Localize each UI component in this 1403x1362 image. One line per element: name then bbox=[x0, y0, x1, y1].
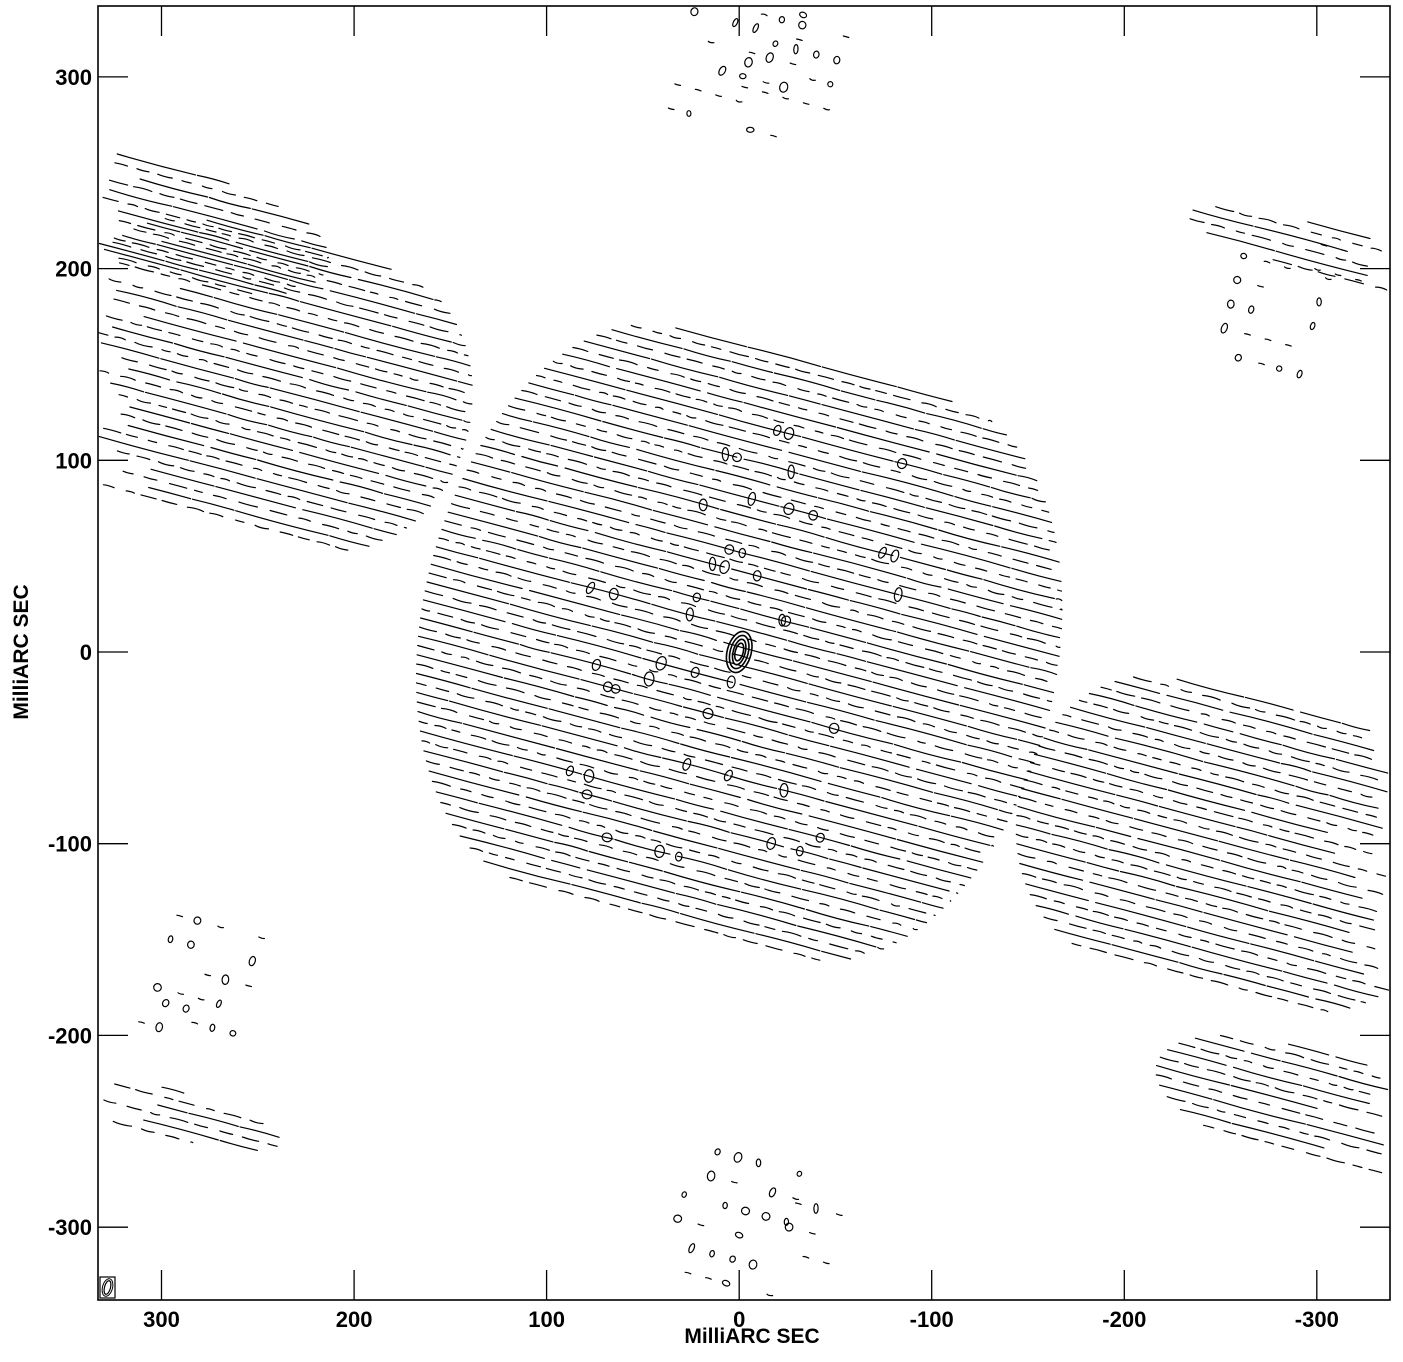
contour-segment bbox=[328, 257, 329, 258]
y-tick-label: 300 bbox=[55, 65, 92, 90]
x-axis-title: MilliARC SEC bbox=[684, 1325, 819, 1348]
y-tick-labels: 300 200 100 0 -100 -200 -300 bbox=[48, 65, 92, 1240]
y-tick-label: 200 bbox=[55, 257, 92, 282]
x-tick-label: -300 bbox=[1295, 1307, 1339, 1332]
x-tick-label: 100 bbox=[528, 1307, 565, 1332]
plot-background bbox=[98, 6, 1390, 1300]
contour-segment bbox=[461, 448, 463, 449]
x-tick-label: -200 bbox=[1102, 1307, 1146, 1332]
y-tick-label: -300 bbox=[48, 1215, 92, 1240]
contour-segment bbox=[191, 1142, 193, 1143]
contour-segment bbox=[404, 527, 406, 528]
x-tick-label: 300 bbox=[143, 1307, 180, 1332]
contour-segment bbox=[460, 335, 462, 336]
y-tick-label: -200 bbox=[48, 1023, 92, 1048]
y-tick-label: 100 bbox=[55, 448, 92, 473]
y-tick-label: -100 bbox=[48, 832, 92, 857]
x-tick-label: 200 bbox=[336, 1307, 373, 1332]
contour-segment bbox=[1014, 805, 1016, 806]
y-tick-label: 0 bbox=[80, 640, 92, 665]
x-tick-label: -100 bbox=[910, 1307, 954, 1332]
y-axis-title: MilliARC SEC bbox=[10, 584, 33, 719]
beam-box bbox=[100, 1277, 115, 1298]
contour-segment bbox=[458, 457, 460, 458]
